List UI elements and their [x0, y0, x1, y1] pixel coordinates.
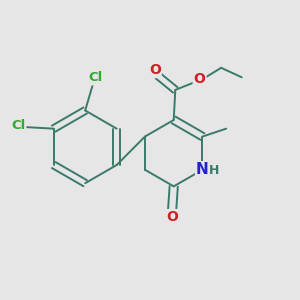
Text: O: O — [166, 210, 178, 224]
Text: O: O — [149, 63, 161, 77]
Text: Cl: Cl — [11, 119, 26, 132]
Text: H: H — [209, 164, 220, 177]
Text: Cl: Cl — [88, 71, 103, 84]
Text: N: N — [196, 162, 209, 177]
Text: O: O — [194, 73, 206, 86]
